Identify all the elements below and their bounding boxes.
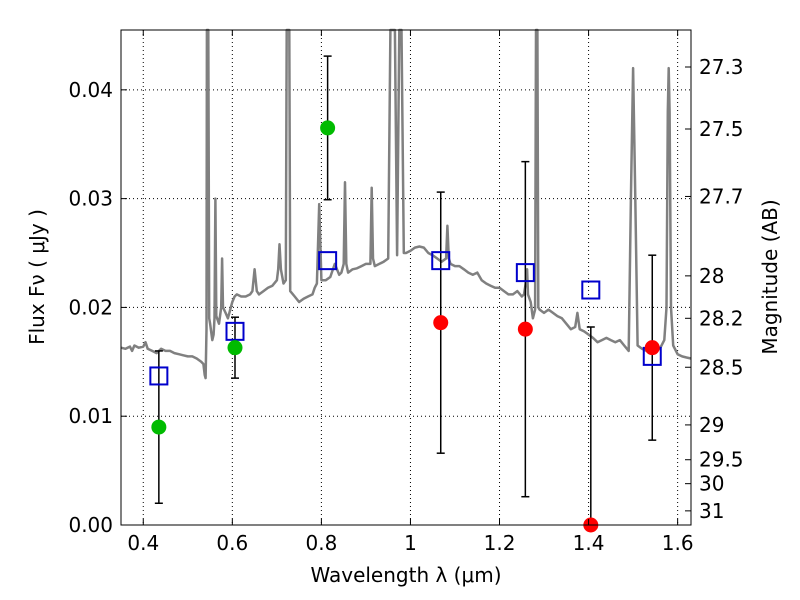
right-axis: 27.3 27.5 27.7 28 28.2 28.5 29 29.530 31 (685, 55, 744, 523)
x-tick-label-4: 1.2 (484, 531, 516, 555)
right-tick-label-9: 31 (699, 499, 724, 523)
right-tick-label-1: 27.5 (699, 117, 744, 141)
y-axis: 0.00 0.01 0.02 0.03 0.04 (68, 78, 127, 537)
x-tick-label-6: 1.6 (662, 531, 694, 555)
observed-flux-point-1 (227, 340, 243, 356)
observed-flux-point-0 (151, 419, 167, 435)
y-tick-label-1: 0.01 (68, 404, 113, 428)
right-tick-label-6: 29 (699, 413, 724, 437)
right-tick-label-2: 27.7 (699, 184, 744, 208)
right-tick-label-5: 28.5 (699, 355, 744, 379)
right-tick-label-8: 30 (699, 472, 724, 496)
x-tick-label-5: 1.4 (573, 531, 605, 555)
plot-area (120, 28, 692, 533)
model-photometry-square-3 (431, 251, 451, 271)
right-tick-label-0: 27.3 (699, 55, 744, 79)
observed-flux-point-4 (517, 321, 533, 337)
y-axis-label: Flux Fν ( μJy ) (25, 209, 49, 345)
x-axis: 0.4 0.6 0.8 1 1.2 1.4 1.6 (127, 30, 694, 555)
x-tick-label-0: 0.4 (127, 531, 159, 555)
model-photometry-square-2 (318, 251, 338, 271)
model-photometry-square-0 (149, 366, 169, 386)
right-tick-label-3: 28 (699, 264, 724, 288)
model-photometry-square-5 (581, 280, 601, 300)
y-tick-label-3: 0.03 (68, 187, 113, 211)
x-axis-label: Wavelength λ (μm) (310, 563, 501, 587)
y-tick-label-4: 0.04 (68, 78, 113, 102)
model-spectrum-line (120, 28, 692, 380)
model-photometry-square-1 (225, 321, 245, 341)
observed-flux-point-3 (433, 315, 449, 331)
y-tick-label-0: 0.00 (68, 513, 113, 537)
observed-flux-point-6 (644, 340, 660, 356)
right-tick-label-4: 28.2 (699, 306, 744, 330)
right-y-axis-label: Magnitude (AB) (758, 199, 782, 354)
y-tick-label-2: 0.02 (68, 295, 113, 319)
observed-flux-point-2 (320, 120, 336, 136)
x-tick-label-2: 0.8 (305, 531, 337, 555)
x-tick-label-1: 0.6 (216, 531, 248, 555)
x-tick-label-3: 1 (404, 531, 417, 555)
right-tick-label-7: 29.5 (699, 448, 744, 472)
model-photometry-square-4 (515, 263, 535, 283)
plot-frame (120, 29, 692, 526)
